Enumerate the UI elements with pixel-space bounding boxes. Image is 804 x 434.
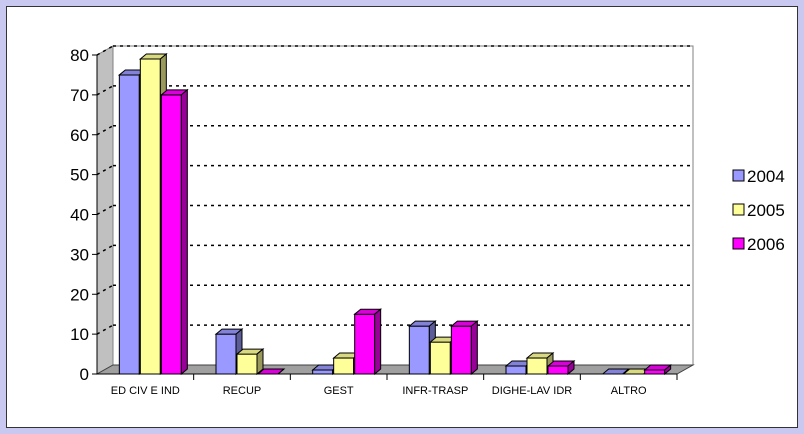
y-tick-label: 50: [70, 166, 89, 185]
legend-swatch: [732, 203, 745, 216]
gridline-diag: [96, 204, 114, 216]
y-tick-label: 20: [70, 285, 89, 304]
gridline-diag: [96, 164, 114, 176]
bar-side: [470, 320, 478, 376]
x-tick-label: INFR-TRASP: [402, 385, 468, 397]
gridline-diag: [96, 284, 114, 295]
bar-front: [354, 313, 376, 375]
legend: 2004 2005 2006: [732, 167, 785, 254]
bar-front: [505, 365, 527, 375]
x-tick-label: ED CIV E IND: [111, 385, 180, 397]
bar-front: [215, 333, 237, 375]
bar-front: [139, 58, 161, 375]
y-tick-label: 10: [70, 325, 89, 344]
gridline-diag: [96, 125, 114, 136]
y-axis: 0 10 20 30 40 50 60 70 80: [70, 46, 98, 384]
bar-side: [180, 88, 188, 376]
gridline-diag: [96, 244, 114, 256]
bar-side: [622, 368, 629, 375]
y-tick-label: 30: [70, 245, 89, 264]
y-tick-label: 40: [70, 206, 89, 225]
x-tick-label: DIGHE-LAV IDR: [492, 385, 573, 397]
y-tick-label: 80: [70, 46, 89, 65]
legend-swatch: [732, 237, 745, 250]
y-tick-label: 60: [70, 126, 89, 145]
legend-label: 2005: [747, 201, 785, 220]
bar-front: [450, 325, 472, 375]
x-axis-labels: ED CIV E IND RECUP GEST INFR-TRASP DIGHE-LAV…: [97, 373, 678, 397]
x-tick-label: RECUP: [223, 385, 262, 397]
bar-front: [547, 365, 569, 375]
bars: [117, 52, 673, 376]
bar-side: [567, 359, 575, 376]
bar-front: [644, 369, 666, 375]
gridlines: [96, 45, 693, 335]
bar-front: [312, 369, 334, 375]
bar-side: [374, 308, 382, 376]
bar-front: [429, 341, 451, 375]
bar-side: [277, 368, 285, 375]
bar-front: [236, 353, 258, 375]
gridline-diag: [96, 324, 114, 335]
bar-chart: 0 10 20 30 40 50 60 70 80 ED CIV E IND RECUP GEST I…: [70, 45, 785, 397]
bar-front: [118, 74, 140, 375]
gridline-diag: [96, 45, 114, 56]
bar-front: [333, 357, 355, 375]
x-tick-label: ALTRO: [611, 385, 647, 397]
chart-frame: 0 10 20 30 40 50 60 70 80 ED CIV E IND RECUP GEST I…: [6, 6, 798, 428]
legend-swatch: [732, 169, 745, 182]
y-tick-label: 70: [70, 86, 89, 105]
bar-side: [256, 347, 264, 376]
y-tick-label: 0: [80, 365, 89, 384]
bar-front: [408, 325, 430, 375]
bar-front: [160, 94, 182, 375]
gridline-diag: [96, 85, 114, 96]
legend-label: 2006: [747, 235, 785, 254]
x-tick-label: GEST: [324, 385, 354, 397]
legend-label: 2004: [747, 167, 785, 186]
bar-front: [526, 357, 548, 375]
bar-side: [664, 363, 672, 376]
